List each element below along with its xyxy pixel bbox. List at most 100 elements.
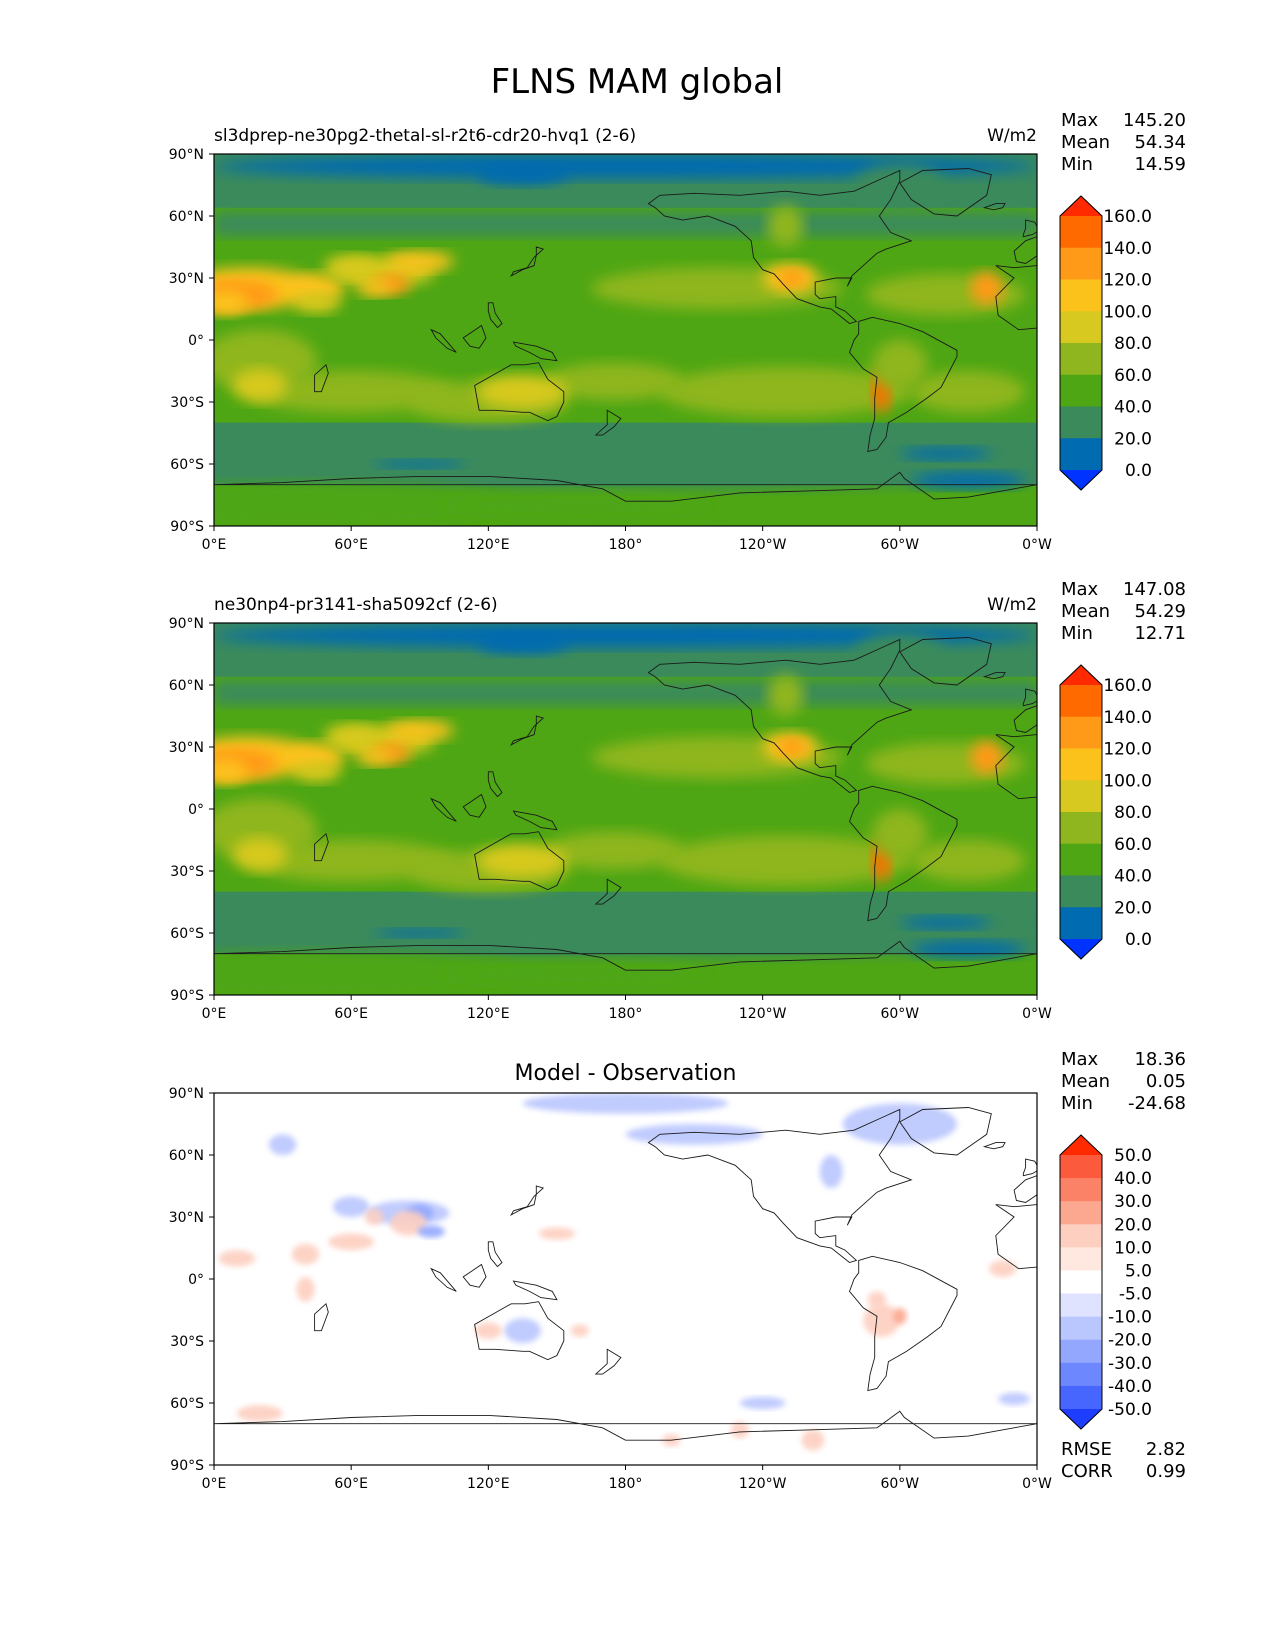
coastline-png [512, 341, 558, 362]
colorbar-tick-label: -5.0 [1119, 1285, 1152, 1305]
colorbar-tick-label: -30.0 [1108, 1354, 1152, 1374]
colorbar: 160.0 140.0 120.0 100.0 80.0 60.0 40.0 20.0 0.0 [1059, 195, 1152, 491]
colorbar: 50.0 40.0 30.0 20.0 10.0 5.0 -5.0 -10.0 -20.0 -30… [1059, 1134, 1152, 1430]
field-patch [892, 1307, 907, 1325]
lon-tick-label: 120°W [739, 1006, 787, 1022]
colorbar-tick-label: 80.0 [1114, 334, 1152, 354]
field-patch [328, 1233, 375, 1251]
colorbar-outline [1059, 1134, 1103, 1430]
field-patch [332, 1196, 370, 1217]
coastline-png [512, 1280, 558, 1301]
coastline-uk [1022, 219, 1037, 238]
field-patch [291, 1243, 320, 1265]
field-patch [854, 633, 946, 675]
colorbar-swatch [1060, 1201, 1102, 1225]
field-patch [842, 1103, 957, 1145]
lon-tick-label: 60°W [880, 1006, 919, 1022]
colorbar-tick-label: 100.0 [1103, 771, 1152, 791]
colorbar-outline [1059, 664, 1103, 960]
colorbar-tick-label: -20.0 [1108, 1331, 1152, 1351]
stat-label-max: Max [1061, 1049, 1099, 1070]
stat-label-min: Min [1061, 154, 1093, 175]
lon-tick-label: 0°W [1022, 537, 1052, 553]
lat-tick-label: 60°N [169, 1148, 204, 1164]
stat-label-mean: Mean [1061, 132, 1110, 153]
colorbar-tick-label: 140.0 [1103, 239, 1152, 259]
colorbar-swatch [1060, 1316, 1102, 1341]
coastline-philippines [487, 771, 503, 798]
colorbar-extend-min [1060, 1409, 1102, 1429]
panel-title: sl3dprep-ne30pg2-thetal-sl-r2t6-cdr20-hv… [214, 126, 636, 146]
field-patch [504, 1318, 541, 1344]
colorbar-swatch [1060, 1224, 1102, 1248]
field-patch [218, 1250, 256, 1267]
field-patch [476, 633, 569, 655]
stat-value-mean: 0.05 [1146, 1071, 1186, 1092]
field-band [214, 211, 1037, 236]
lon-tick-label: 120°W [739, 537, 787, 553]
colorbar-tick-label: 20.0 [1114, 898, 1152, 918]
field-patch [767, 674, 804, 716]
field-patch [390, 1210, 427, 1236]
colorbar-tick-label: 100.0 [1103, 302, 1152, 322]
lat-tick-label: 30°S [170, 1334, 204, 1350]
colorbar-swatch [1060, 812, 1102, 845]
coastline-greenland [899, 1107, 992, 1156]
coastline-japan [510, 1185, 545, 1217]
lon-tick-label: 180° [609, 537, 643, 553]
field-patch [739, 1396, 786, 1410]
colorbar-swatch [1060, 716, 1102, 749]
colorbar-swatch [1060, 1339, 1102, 1364]
coastline-namerica [647, 638, 913, 793]
colorbar-tick-label: 20.0 [1114, 1215, 1152, 1235]
field-patch [374, 928, 466, 938]
field-band [214, 680, 1037, 705]
field-patch [911, 941, 1026, 958]
field-patch [730, 1421, 749, 1439]
lon-tick-label: 60°W [880, 537, 919, 553]
field-patch [865, 273, 1026, 316]
lon-tick-label: 0°E [202, 537, 227, 553]
lon-tick-label: 0°W [1022, 1006, 1052, 1022]
colorbar-tick-label: 140.0 [1103, 708, 1152, 728]
field-patch [863, 1303, 900, 1337]
coastline-japan [510, 715, 545, 747]
coastline-madagascar [314, 1302, 329, 1332]
colorbar-swatch [1060, 216, 1102, 249]
colorbar-tick-label: 20.0 [1114, 429, 1152, 449]
coastlines [214, 168, 1037, 502]
lon-tick-label: 0°W [1022, 1476, 1052, 1492]
colorbar-swatch [1060, 1270, 1102, 1295]
lon-tick-label: 120°W [739, 1476, 787, 1492]
colorbar-tick-label: 40.0 [1114, 1169, 1152, 1189]
map-panel-1: 90°N 60°N 30°N 0° 30°S 60°S 90°S 0°E 60°E 120°E 18… [169, 110, 1186, 553]
field-patch [385, 720, 455, 741]
field-patch [522, 1093, 729, 1114]
colorbar-swatch [1060, 406, 1102, 439]
coastline-borneo [462, 1263, 487, 1288]
field-patch [214, 484, 512, 526]
map-panel-3: 90°N 60°N 30°N 0° 30°S 60°S 90°S 0°E 60°E 120°E 18… [169, 1049, 1186, 1492]
colorbar-tick-label: -10.0 [1108, 1308, 1152, 1328]
field-patch [476, 844, 569, 878]
colorbar-tick-label: 5.0 [1125, 1261, 1152, 1281]
field-patch [417, 1225, 445, 1238]
lat-tick-label: 90°S [170, 1458, 204, 1474]
colorbar-tick-label: 0.0 [1125, 461, 1152, 481]
stat-value-mean: 54.34 [1134, 132, 1186, 153]
field-patch [899, 447, 992, 460]
colorbar-tick-label: 50.0 [1114, 1146, 1152, 1166]
field-patch [659, 835, 912, 886]
colorbar-extend-max [1060, 1135, 1102, 1155]
map-panel-2: 90°N 60°N 30°N 0° 30°S 60°S 90°S 0°E 60°E 120°E 18… [169, 579, 1186, 1022]
coastline-africa [995, 1204, 1037, 1270]
lat-tick-label: 60°S [170, 457, 204, 473]
field-background [214, 1093, 1037, 1465]
field-patch [545, 362, 683, 400]
field-patch [801, 1429, 825, 1451]
lon-tick-label: 0°E [202, 1476, 227, 1492]
colorbar-tick-label: 60.0 [1114, 835, 1152, 855]
colorbar-tick-label: 60.0 [1114, 366, 1152, 386]
coastline-madagascar [314, 832, 329, 862]
